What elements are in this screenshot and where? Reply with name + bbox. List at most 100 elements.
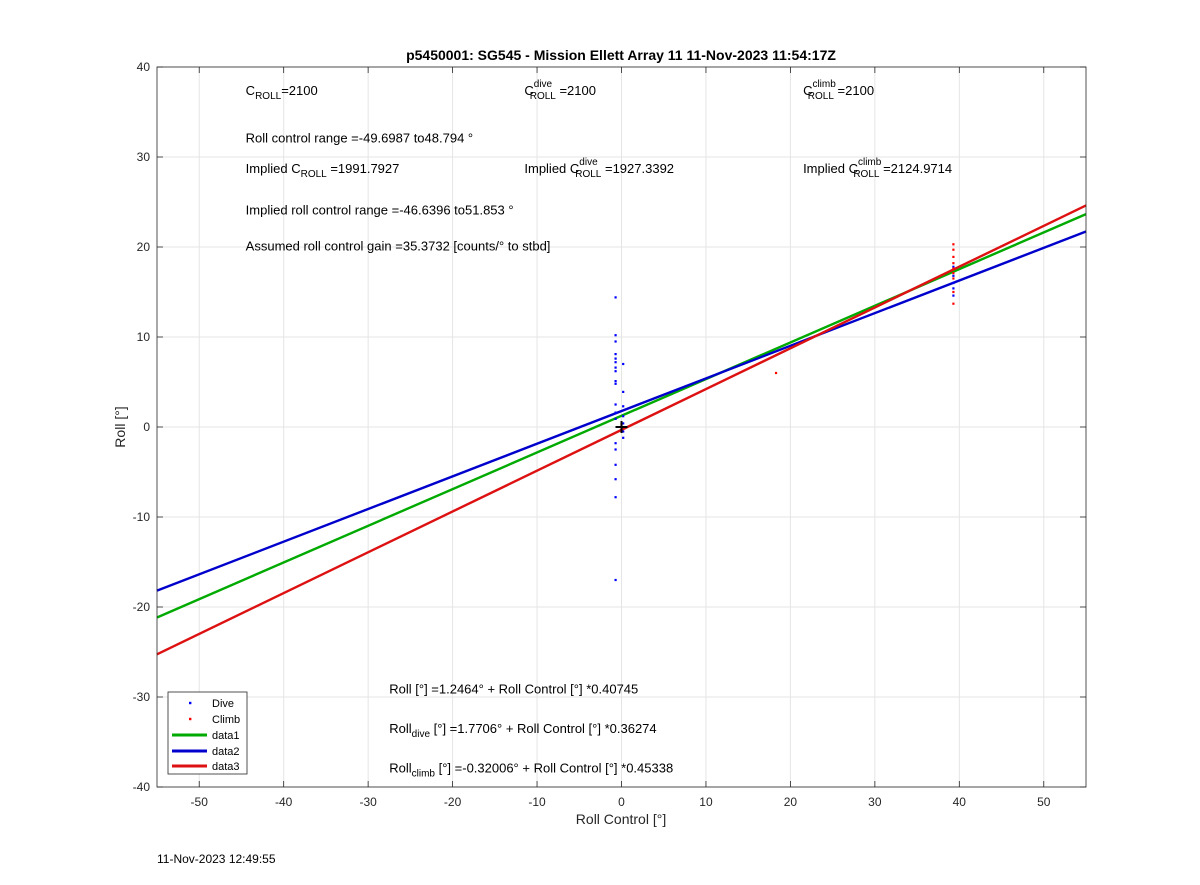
annotation-eq_dive-part: Roll: [389, 721, 412, 736]
dive-point: [614, 366, 617, 369]
annotation-c_dive: Cdive ROLL =2100: [524, 79, 596, 102]
x-tick-label: 0: [618, 795, 625, 809]
dive-point: [952, 294, 955, 297]
annotation-eq_dive-part: dive: [412, 729, 431, 740]
data-layer: [156, 204, 1087, 656]
x-axis-label: Roll Control [°]: [576, 811, 666, 827]
annotation-imp_climb-part: ROLL: [853, 169, 880, 180]
annotation-eq_all-part: Roll [°] =1.2464° + Roll Control [°] *0.…: [389, 681, 638, 696]
print-timestamp: 11-Nov-2023 12:49:55: [157, 852, 276, 866]
dive-point: [622, 415, 625, 418]
annotation-range: Roll control range =-49.6987 to48.794 °: [246, 131, 473, 146]
dive-point: [622, 405, 625, 408]
dive-point: [614, 334, 617, 337]
dive-point: [622, 436, 625, 439]
dive-point: [614, 496, 617, 499]
climb-point: [952, 248, 955, 251]
dive-point: [614, 382, 617, 385]
climb-point: [952, 290, 955, 294]
climb-point: [952, 272, 955, 275]
dive-point: [622, 390, 625, 393]
legend-dive-marker: [189, 701, 192, 705]
annotation-c_roll-part: C: [246, 83, 255, 98]
climb-point: [774, 371, 778, 375]
dive-point: [614, 417, 617, 420]
y-axis-label: Roll [°]: [112, 406, 128, 447]
dive-point: [614, 478, 617, 481]
annotations: CROLL=2100 Cdive ROLL =2100 Cclimb ROLL =210…: [246, 79, 952, 780]
dive-point: [622, 422, 625, 425]
dive-point: [614, 442, 617, 445]
dive-point: [952, 281, 955, 285]
legend-dive-label: Dive: [212, 698, 234, 710]
x-tick-label: -20: [444, 795, 462, 809]
annotation-range-part: Roll control range =-49.6987 to48.794 °: [246, 131, 473, 146]
annotation-eq_all: Roll [°] =1.2464° + Roll Control [°] *0.…: [389, 681, 638, 696]
dive-point: [952, 287, 955, 290]
climb-point: [952, 302, 955, 305]
annotation-c_climb-part: C: [803, 83, 812, 98]
legend-box: [167, 691, 248, 775]
x-tick-label: 40: [953, 795, 967, 809]
annotation-imp_roll: Implied CROLL =1991.7927: [246, 161, 400, 180]
dive-point: [614, 403, 617, 406]
y-tick-label: -10: [133, 510, 151, 524]
annotation-c_roll-part: =2100: [281, 83, 318, 98]
annotation-imp_climb-part: Implied C: [803, 161, 858, 176]
annotation-eq_climb: Rollclimb [°] =-0.32006° + Roll Control …: [389, 761, 673, 780]
dive-point: [614, 411, 617, 414]
annotation-c_dive-part: ROLL: [530, 91, 557, 102]
axes-box: [156, 66, 1087, 788]
y-tick-label: 0: [143, 420, 150, 434]
annotation-c_climb-part: =2100: [834, 83, 874, 98]
annotation-imp_dive-part: dive: [579, 157, 598, 168]
dive-point: [614, 380, 617, 383]
climb-point: [952, 267, 955, 270]
axes: -50 -40 -30 -20 -10 0 10 20 30 40 50 -40 -30 -20 -10 0 1…: [133, 60, 1086, 809]
legend-climb-label: Climb: [212, 714, 240, 726]
dive-point: [622, 430, 625, 433]
annotation-c_climb-part: climb: [812, 79, 836, 90]
annotation-c_dive-part: =2100: [556, 83, 596, 98]
annotation-imp_climb-part: =2124.9714: [879, 161, 952, 176]
dive-point: [614, 296, 617, 299]
climb-point: [952, 243, 955, 246]
annotation-gain-part: Assumed roll control gain =35.3732 [coun…: [246, 239, 551, 254]
annotation-imp_dive-part: =1927.3392: [601, 161, 674, 176]
annotation-c_climb-part: ROLL: [808, 91, 835, 102]
legend: Dive Climb data1 data2 data3: [167, 691, 248, 775]
y-tick-label: -30: [133, 690, 151, 704]
x-tick-label: -10: [528, 795, 546, 809]
annotation-eq_climb-part: [°] =-0.32006° + Roll Control [°] *0.453…: [435, 761, 673, 776]
dive-point: [952, 274, 955, 277]
y-tick-label: 40: [137, 60, 151, 74]
dive-point: [614, 353, 617, 356]
annotation-imp_range-part: Implied roll control range =-46.6396 to5…: [246, 203, 514, 218]
y-tick-label: 30: [137, 150, 151, 164]
legend-data1-label: data1: [212, 730, 240, 742]
annotation-imp_dive-part: ROLL: [575, 169, 602, 180]
annotation-imp_climb: Implied Cclimb ROLL =2124.9714: [803, 157, 952, 180]
annotation-imp_dive-part: Implied C: [524, 161, 579, 176]
climb-point: [952, 277, 955, 280]
annotation-imp_dive: Implied Cdive ROLL =1927.3392: [524, 157, 674, 180]
x-tick-label: -40: [275, 795, 293, 809]
dive-point: [614, 463, 617, 466]
x-tick-label: 30: [868, 795, 882, 809]
y-tick-label: -40: [133, 780, 151, 794]
x-tick-label: -50: [191, 795, 209, 809]
dive-point: [614, 448, 617, 451]
legend-data3-label: data3: [212, 761, 240, 773]
y-tick-label: -20: [133, 600, 151, 614]
dive-point: [614, 340, 617, 343]
legend-climb-marker: [189, 717, 192, 721]
dive-point: [952, 265, 955, 268]
annotation-eq_climb-part: climb: [412, 769, 436, 780]
dive-point: [614, 357, 617, 360]
legend-data2-label: data2: [212, 746, 240, 758]
dive-point: [614, 578, 617, 582]
dive-point: [614, 361, 617, 364]
climb-point: [952, 255, 955, 258]
annotation-c_dive-part: C: [524, 83, 533, 98]
annotation-eq_dive: Rolldive [°] =1.7706° + Roll Control [°]…: [389, 721, 656, 740]
